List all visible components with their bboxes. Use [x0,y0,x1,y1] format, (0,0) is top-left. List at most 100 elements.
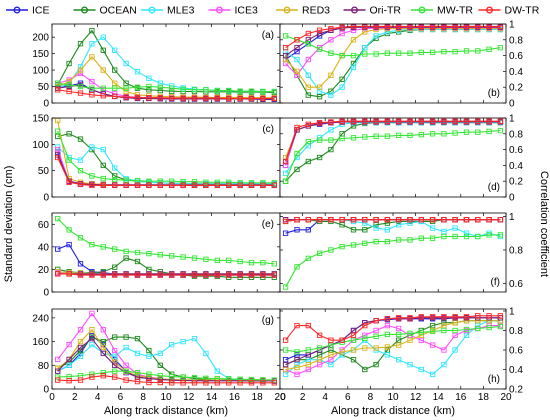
panel-b-point-mle3 [362,45,368,51]
legend-item-ice: ICE [6,5,50,17]
panel-h-x-tick-label: 16 [455,392,467,403]
panel-f-point-dw-tr [362,217,368,223]
panel-f-point-mw-tr [486,232,492,238]
panel-h-point-dw-tr [305,322,311,329]
panel-c-y-tick-label: 50 [38,166,50,177]
panel-b-point-ice3 [328,37,334,43]
panel-g-point-ocean [123,334,129,340]
panel-g-point-mle3 [134,350,141,357]
legend-label-ori-tr: Ori-TR [370,5,402,17]
panel-h-point-ice3 [305,366,311,373]
panel-b-background [280,24,506,103]
panel-e-point-dw-tr [66,271,72,277]
panel-h-point-dw-tr [282,337,289,343]
panel-c-point-mle3 [112,165,118,171]
panel-d-point-dw-tr [282,158,289,165]
panel-h-point-dw-tr [384,316,391,322]
panel-b-y-tick-label: 0.6 [509,51,523,62]
panel-f-point-mle3 [452,225,458,231]
panel-h-point-red3 [497,318,504,324]
panel-a-point-mw-tr [271,88,277,95]
panel-b-point-ice [294,48,300,55]
panel-h-y-tick-label: 1 [509,306,515,317]
panel-f-y-tick-label: 0.8 [509,245,523,256]
panel-e-point-dw-tr [237,272,243,278]
panel-b-point-mw-tr [441,48,447,55]
panel-g-point-mle3 [89,341,95,348]
panel-d-point-mw-tr [316,137,323,143]
panel-f-point-dw-tr [497,217,504,223]
panel-f-point-mw-tr [328,247,334,253]
panel-a-point-dw-tr [180,95,186,101]
panel-b-y-tick-label: 0.2 [509,83,523,94]
panel-c: 0 50 100 150 (c) [32,114,281,204]
panel-g-point-dw-tr [248,380,255,386]
y-axis-label-left: Standard deviation (cm) [3,166,15,283]
panel-h-point-mw-tr [475,325,481,332]
panel-g-point-mw-tr [112,368,118,374]
panel-a-point-mw-tr [169,85,175,91]
panel-b-point-mle3 [294,56,300,63]
panel-h-point-red3 [452,320,458,326]
panel-a-point-dw-tr [169,95,175,101]
panel-e-point-dw-tr [55,271,61,277]
panel-d-y-tick-label: 0 [509,193,515,204]
panel-f-point-dw-tr [452,217,458,223]
y-axis-label-right: Correlation coefficient [538,171,550,277]
panel-d-point-mw-tr [429,131,436,137]
panel-h-point-red3 [407,337,413,343]
panel-e-point-dw-tr [100,272,106,278]
panel-h-point-ori-tr [362,320,368,326]
panel-g-point-mle3 [214,368,220,374]
panel-g-point-ori-tr [77,344,84,351]
panel-d-point-mw-tr [497,127,504,134]
panel-h-point-mle3 [418,366,424,373]
panel-h-x-tick-label: 6 [345,392,351,403]
panel-f-point-mw-tr [350,242,357,248]
panel-g-point-mw-tr [55,374,61,380]
panel-g-point-ocean [134,335,141,342]
panel-h-point-dw-tr [486,313,492,319]
panel-a-point-dw-tr [157,95,163,101]
panel-e-point-dw-tr [191,272,198,278]
panel-a-point-mw-tr [77,83,84,90]
legend-label-ice3: ICE3 [235,5,259,17]
panel-g-point-dw-tr [203,380,209,386]
panel-f-point-ice [282,230,289,236]
panel-b-point-ori-tr [316,30,323,37]
panel-g-point-ori-tr [157,376,163,383]
panel-b-point-mw-tr [429,49,436,56]
panel-e-point-mw-tr [66,227,72,233]
panel-b-point-mw-tr [463,48,470,54]
panel-e-label: (e) [262,219,274,230]
panel-d-point-ocean [316,154,323,161]
panel-e-point-dw-tr [248,272,255,278]
panel-c-point-ocean [112,173,118,179]
panel-c-point-dw-tr [123,182,129,189]
panel-g-point-mle3 [180,338,186,345]
panel-b-point-dw-tr [294,37,300,43]
panel-e-point-dw-tr [214,272,220,278]
panel-g-point-dw-tr [271,380,277,386]
panel-d-point-mw-tr [475,129,481,135]
panel-g-point-dw-tr [123,377,129,383]
panel-h-point-ice3 [418,337,424,343]
panel-h-y-tick-label: 0.6 [509,345,523,356]
panel-a-label: (a) [262,30,274,41]
panel-h-point-ice3 [441,347,447,353]
panel-c-point-mw-tr [180,179,186,185]
panel-a-point-mle3 [100,34,106,40]
panel-f-point-dw-tr [407,217,413,223]
legend-label-dw-tr: DW-TR [505,5,540,17]
panel-e-point-dw-tr [180,272,186,278]
legend-marker-red3 [283,6,291,14]
panel-h-label: (h) [488,374,500,385]
panel-b-point-mle3 [373,33,379,39]
panel-d-point-ocean [328,146,334,153]
panel-h-y-tick-label: 0.8 [509,326,523,337]
panel-a-point-mw-tr [123,85,129,91]
legend-item-ori-tr: Ori-TR [343,5,402,17]
panel-a-point-ocean [123,80,129,86]
panel-c-point-mw-tr [191,179,198,185]
